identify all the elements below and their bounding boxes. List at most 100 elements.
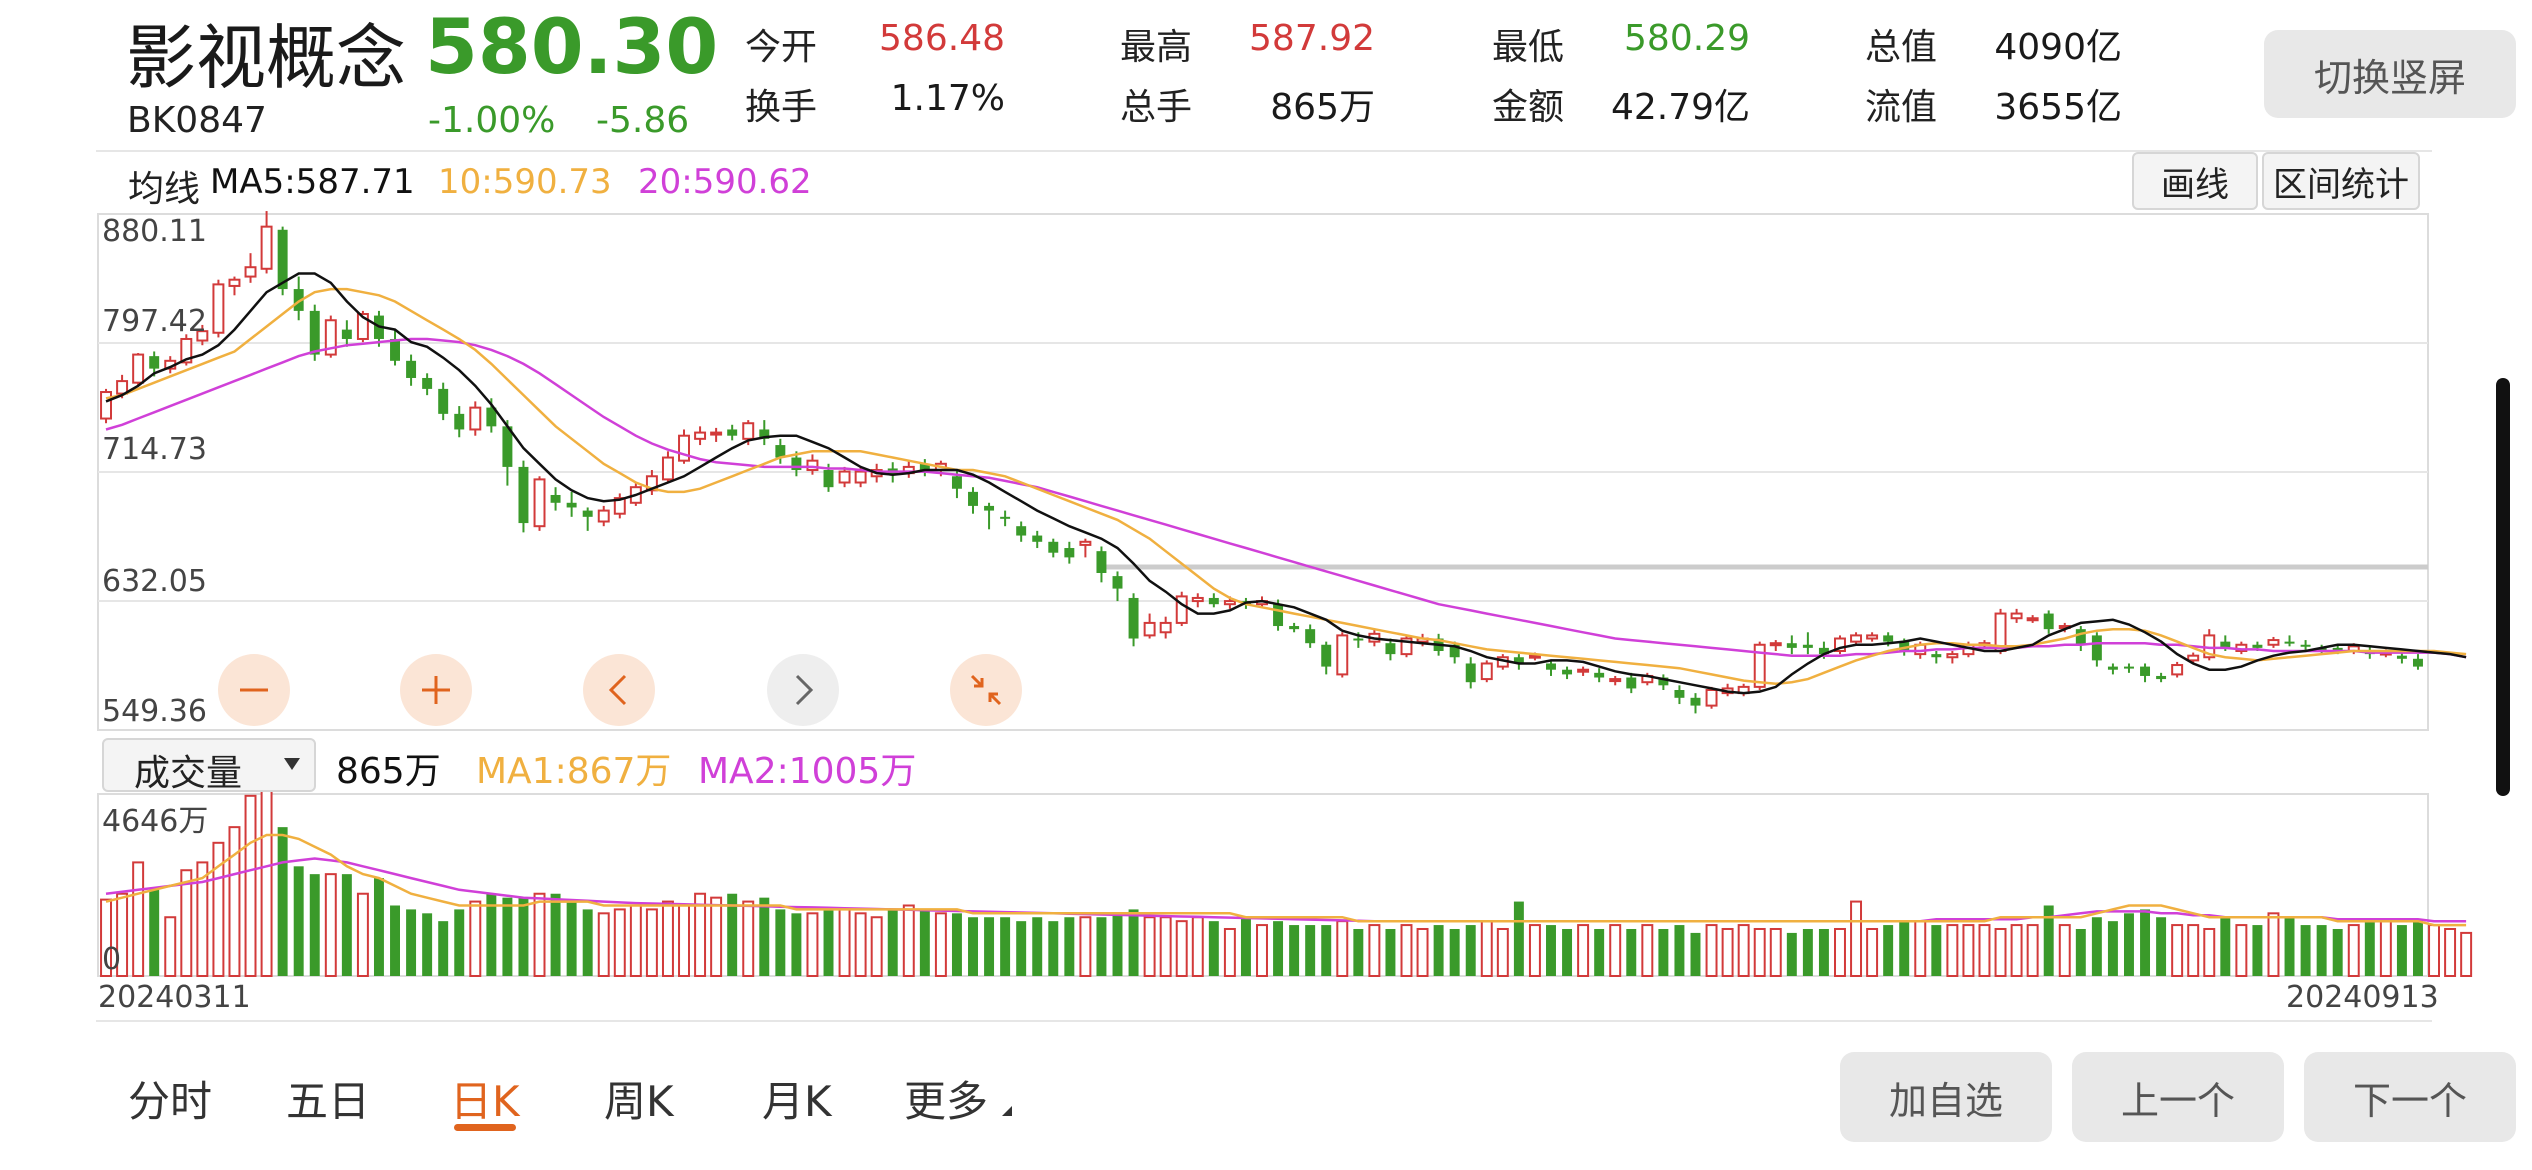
volume-bar-up <box>1159 916 1172 977</box>
candle-body-up <box>1175 595 1188 624</box>
stat-value: 1.17% <box>890 78 1005 119</box>
scroll-left-button[interactable] <box>583 654 655 726</box>
previous-button[interactable]: 上一个 <box>2072 1052 2284 1142</box>
candle-body-up <box>1143 621 1156 637</box>
volume-bar-up <box>1721 927 1734 977</box>
tab-5[interactable]: 更多 <box>904 1077 989 1126</box>
candle-body-up <box>533 478 546 528</box>
candle-body-up <box>678 434 690 462</box>
candle-body-down <box>1674 689 1685 698</box>
candle-body-up <box>1705 688 1718 707</box>
tab-0[interactable]: 分时 <box>128 1077 213 1126</box>
volume-bar-down <box>1658 928 1669 976</box>
price-axis-label: 549.36 <box>102 694 207 729</box>
candle-body-down <box>518 466 529 524</box>
volume-bar-down <box>1321 925 1332 976</box>
candle-body-down <box>1658 677 1669 686</box>
volume-bar-down <box>984 917 995 976</box>
zoom-out-button[interactable] <box>218 654 290 726</box>
candle-body-down <box>1899 641 1910 651</box>
tab-2[interactable]: 日K <box>450 1077 520 1126</box>
volume-bar-up <box>1705 924 1718 977</box>
stat-value: 4090亿 <box>1994 27 2122 68</box>
volume-bar-up <box>1641 924 1654 977</box>
volume-bar-up <box>1496 927 1509 977</box>
volume-bar-up <box>870 916 883 977</box>
reset-zoom-button[interactable] <box>950 654 1022 726</box>
add-watchlist-button[interactable]: 加自选 <box>1840 1052 2052 1142</box>
scroll-indicator[interactable] <box>2496 378 2510 796</box>
candle-body-up <box>212 283 225 334</box>
scroll-right-button[interactable] <box>767 654 839 726</box>
candle-body-up <box>1609 678 1622 683</box>
candle-body-up <box>180 337 193 364</box>
volume-bar-down <box>1128 909 1139 976</box>
volume-bar-up <box>1994 927 2007 977</box>
ma5-line <box>105 272 2467 695</box>
volume-bar-down <box>1000 917 1011 976</box>
stat-label: 最低 <box>1492 27 1565 68</box>
volume-bar-up <box>244 794 257 978</box>
ma20-value: 20:590.62 <box>638 162 812 202</box>
volume-bar-up <box>1978 924 1991 977</box>
tab-1[interactable]: 五日 <box>286 1077 371 1126</box>
volume-bar-down <box>823 909 834 976</box>
volume-bar-down <box>2364 921 2375 976</box>
change-amount: -5.86 <box>596 100 690 141</box>
volume-bar-down <box>2300 925 2311 976</box>
volume-bar-up <box>1191 916 1204 977</box>
toggle-portrait-button[interactable]: 切换竖屏 <box>2264 30 2516 118</box>
candle-body-down <box>309 310 320 355</box>
volume-bar-up <box>196 861 209 978</box>
volume-bar-down <box>2316 925 2327 976</box>
volume-bar-down <box>1064 917 1075 976</box>
candle-body-down <box>422 377 433 389</box>
candle-body-down <box>406 360 417 378</box>
volume-bar-down <box>2284 917 2295 976</box>
volume-bar-up <box>2379 920 2392 977</box>
volume-bar-down <box>1048 921 1059 976</box>
volume-bar-down <box>422 913 433 976</box>
candle-body-down <box>486 407 497 427</box>
tab-4[interactable]: 月K <box>762 1077 832 1126</box>
draw-line-button[interactable]: 画线 <box>2132 152 2258 210</box>
volume-bar-up <box>1946 924 1959 977</box>
volume-bar-down <box>1032 917 1043 976</box>
volume-bar-up <box>1143 916 1156 977</box>
stat-value: 865万 <box>1270 87 1375 128</box>
candle-body-down <box>2396 655 2407 659</box>
candle-body-down <box>1032 535 1043 542</box>
price-axis-label: 714.73 <box>102 432 207 467</box>
volume-bar-down <box>1674 925 1685 976</box>
volume-bar-down <box>951 913 962 976</box>
active-tab-underline <box>454 1124 516 1131</box>
stat-label: 最高 <box>1120 27 1193 68</box>
candle-body-down <box>454 413 465 430</box>
price-axis-label: 797.42 <box>102 304 207 339</box>
plus-icon <box>422 676 450 704</box>
dropdown-arrow-icon <box>284 758 300 770</box>
chevron-right-icon <box>795 674 814 706</box>
volume-bar-up <box>1753 927 1766 977</box>
volume-bar-up <box>533 892 546 977</box>
volume-bar-up <box>678 904 690 977</box>
indicator-select[interactable]: 成交量 <box>102 738 316 794</box>
volume-bar-up <box>116 892 129 977</box>
volume-bar-down <box>1690 932 1701 976</box>
price-axis-label: 880.11 <box>102 214 207 249</box>
next-button[interactable]: 下一个 <box>2304 1052 2516 1142</box>
candle-body-up <box>116 380 129 395</box>
volume-bar-up <box>1368 924 1381 977</box>
range-stats-button[interactable]: 区间统计 <box>2262 152 2420 210</box>
volume-bar-up <box>260 783 273 977</box>
zoom-in-button[interactable] <box>400 654 472 726</box>
volume-bar-down <box>293 866 304 976</box>
candle-body-down <box>2043 613 2054 630</box>
tab-3[interactable]: 周K <box>604 1077 674 1126</box>
volume-bar-down <box>277 827 288 976</box>
candle-body-up <box>1528 654 1541 659</box>
volume-bar-down <box>2156 917 2167 976</box>
candle-body-up <box>613 497 626 515</box>
candle-body-down <box>1931 654 1942 658</box>
